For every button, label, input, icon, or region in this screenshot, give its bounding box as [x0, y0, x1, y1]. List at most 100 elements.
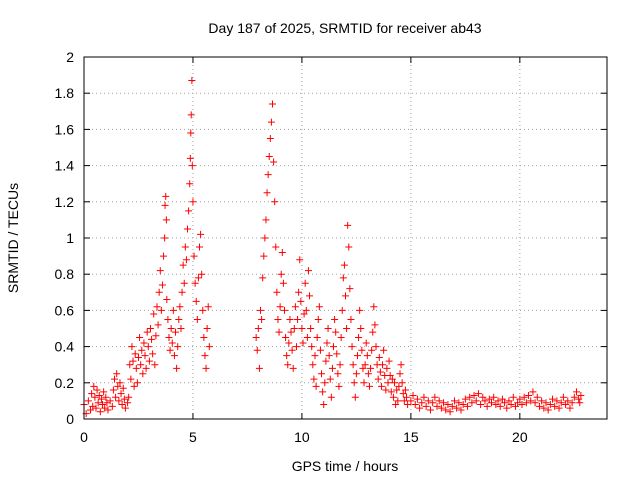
data-point — [287, 328, 295, 336]
data-point — [283, 352, 291, 360]
data-point — [198, 270, 206, 278]
data-point — [527, 397, 535, 405]
data-point — [268, 100, 276, 108]
data-point — [340, 261, 348, 269]
x-tick-label: 10 — [294, 429, 310, 445]
data-point — [379, 361, 387, 369]
data-point — [89, 402, 97, 410]
data-point — [529, 388, 537, 396]
data-point — [559, 393, 567, 401]
data-point — [437, 404, 445, 412]
data-point — [273, 288, 281, 296]
data-point — [345, 243, 353, 251]
data-point — [108, 402, 116, 410]
data-point — [160, 252, 168, 260]
data-point — [516, 395, 524, 403]
data-point — [117, 390, 125, 398]
data-point — [535, 402, 543, 410]
data-point — [187, 129, 195, 137]
data-point — [575, 395, 583, 403]
data-point — [533, 393, 541, 401]
data-point — [282, 334, 290, 342]
data-point — [351, 393, 359, 401]
data-point — [314, 315, 322, 323]
data-point — [161, 234, 169, 242]
data-point — [357, 325, 365, 332]
data-point — [388, 375, 396, 383]
data-point — [131, 350, 139, 358]
data-point — [195, 243, 203, 251]
data-point — [315, 303, 323, 311]
data-point — [307, 325, 315, 332]
data-point — [420, 393, 428, 401]
data-point — [261, 234, 269, 242]
data-point — [481, 397, 489, 405]
data-point — [188, 162, 196, 170]
data-point — [197, 230, 205, 238]
data-point — [181, 243, 189, 251]
data-point — [113, 370, 121, 378]
data-point — [92, 404, 100, 412]
data-point — [157, 306, 165, 314]
x-axis-label: GPS time / hours — [292, 458, 399, 474]
data-point — [275, 328, 283, 336]
data-point — [139, 370, 147, 378]
data-point — [272, 243, 280, 251]
data-point — [155, 288, 163, 296]
data-point — [309, 361, 317, 369]
data-point — [303, 334, 311, 342]
data-point — [118, 401, 126, 409]
data-point — [262, 216, 270, 224]
data-point — [301, 279, 309, 287]
data-point — [186, 180, 194, 188]
data-point — [492, 401, 500, 409]
data-point — [130, 382, 138, 390]
data-point — [154, 321, 162, 329]
data-point — [299, 339, 307, 347]
data-point — [260, 252, 268, 260]
data-point — [339, 274, 347, 282]
data-point — [496, 402, 504, 410]
data-point — [119, 384, 127, 392]
y-axis-label: SRMTID / TECUs — [5, 183, 21, 293]
data-point — [132, 364, 140, 372]
data-point — [319, 388, 327, 396]
data-point — [442, 406, 450, 414]
data-point — [397, 361, 405, 369]
data-point — [382, 386, 390, 394]
data-point — [296, 256, 304, 264]
data-point — [111, 375, 119, 383]
data-point — [164, 315, 172, 323]
data-point — [258, 315, 266, 323]
data-point — [544, 406, 552, 414]
data-point — [162, 216, 170, 224]
data-point — [355, 334, 363, 342]
data-point — [350, 379, 358, 387]
data-point — [399, 390, 407, 398]
data-point — [461, 395, 469, 403]
data-point — [150, 310, 158, 318]
data-point — [358, 346, 366, 354]
data-point — [94, 399, 102, 407]
data-point — [400, 397, 408, 405]
data-point — [302, 306, 310, 314]
data-point — [553, 397, 561, 405]
data-point — [433, 402, 441, 410]
data-point — [124, 399, 132, 407]
data-point — [96, 408, 104, 416]
data-point — [201, 352, 209, 360]
data-point — [426, 406, 434, 414]
data-point — [509, 393, 517, 401]
data-point — [503, 404, 511, 412]
data-point — [253, 346, 261, 354]
data-point — [370, 303, 378, 311]
data-point — [129, 357, 137, 365]
data-point — [542, 399, 550, 407]
data-point — [572, 388, 580, 396]
y-tick-label: 1.4 — [55, 158, 75, 174]
data-point — [335, 382, 343, 390]
data-point — [389, 393, 397, 401]
data-point — [101, 404, 109, 412]
x-axis-ticks: 0 5 10 15 20 — [80, 57, 528, 445]
data-point — [570, 393, 578, 401]
